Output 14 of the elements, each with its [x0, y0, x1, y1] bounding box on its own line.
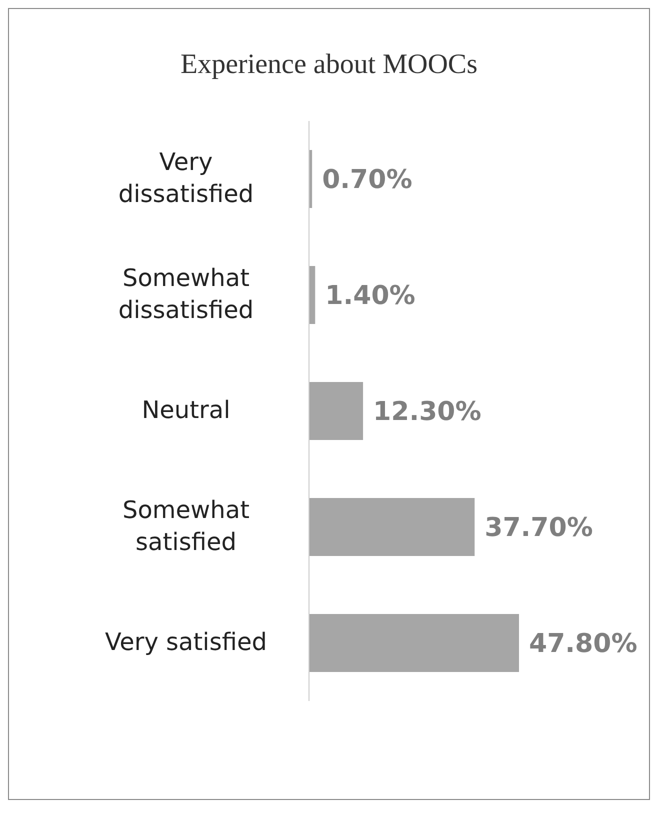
bar [309, 614, 519, 672]
bar [309, 498, 475, 556]
chart-title: Experience about MOOCs [179, 49, 479, 81]
y-tick-label: Very satisfied [105, 628, 267, 656]
y-tick-label: Somewhat dissatisfied [118, 264, 254, 324]
y-tick-label: Very dissatisfied [118, 148, 254, 208]
y-tick-label: Neutral [142, 396, 230, 424]
data-label: 0.70% [322, 165, 412, 196]
data-label: 37.70% [484, 513, 593, 544]
data-label: 47.80% [529, 629, 638, 660]
data-label: 1.40% [325, 281, 416, 312]
bar [309, 382, 364, 440]
data-label: 12.30% [373, 397, 482, 428]
y-tick-label: Somewhat satisfied [122, 496, 250, 556]
